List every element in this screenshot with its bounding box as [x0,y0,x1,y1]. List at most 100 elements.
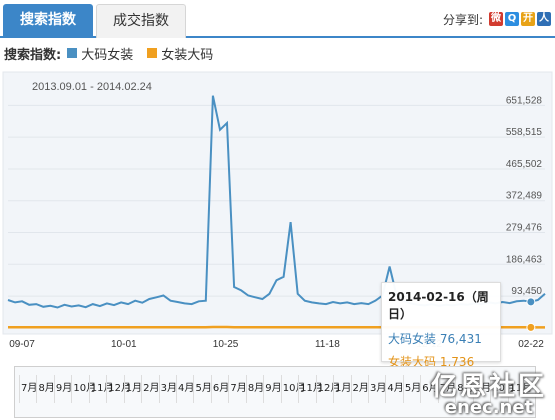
y-tick-label: 558,515 [506,127,543,138]
navigator-month-label: 11月 [300,383,323,394]
x-tick-label: 10-25 [213,339,239,350]
legend-title: 搜索指数: [4,47,62,63]
y-tick-label: 465,502 [506,159,543,170]
navigator-month-label: 8月 [38,383,55,394]
tooltip-row-dama-nvzhuang: 大码女装 76,431 [388,330,494,347]
navigator-divider [123,375,125,403]
renren-icon[interactable]: 人 [537,12,551,26]
navigator-month-label: 11月 [90,383,114,394]
navigator-divider [36,375,38,403]
navigator-divider [228,375,230,403]
navigator-divider [71,375,73,403]
navigator-divider [402,375,404,403]
tab-bar: 搜索指数 成交指数 分享到: 微 Q 开 人 [0,0,555,38]
navigator-month-label: 12月 [108,383,131,394]
navigator-divider [507,375,509,403]
tab-transaction-index[interactable]: 成交指数 [96,4,186,38]
navigator-divider [53,375,55,403]
tooltip-series-value: 1,736 [439,355,475,369]
navigator-month-label: 8月 [247,383,265,394]
navigator-month-label: 5月 [404,383,422,394]
navigator-divider [472,375,474,403]
navigator-divider [245,375,247,403]
legend-label: 大码女装 [81,47,134,63]
tab-search-index[interactable]: 搜索指数 [3,4,93,38]
navigator-divider [367,375,369,403]
navigator-month-label: 7月 [21,383,38,394]
tooltip-series-value: 76,431 [439,332,482,346]
y-tick-label: 651,528 [506,95,543,106]
navigator-month-label: 10月 [282,383,306,394]
navigator-divider [280,375,282,403]
navigator-divider [420,375,422,403]
navigator-month-label: 5月 [195,383,212,394]
chart-tooltip: 2014-02-16（周日） 大码女装 76,431 女装大码 1,736 [381,282,501,369]
share-label: 分享到: [442,12,483,27]
hover-marker-1 [526,322,536,332]
navigator-month-label: 3月 [369,383,387,394]
tooltip-series-label: 大码女装 [388,332,437,346]
navigator-month-label: 6月 [212,383,230,394]
navigator-month-label: 2月 [352,383,369,394]
navigator-month-label: 9月 [474,383,492,394]
navigator-month-label: 7月 [230,383,247,394]
navigator-month-label: 9月 [55,383,73,394]
sina-weibo-icon[interactable]: 微 [489,12,503,26]
y-tick-label: 186,463 [506,254,543,265]
navigator-month-label: 3月 [160,383,177,394]
navigator-month-label: 11月 [509,383,533,394]
navigator-month-label: 2月 [143,383,160,394]
chart-legend: 搜索指数: 大码女装 女装大码 [4,44,227,63]
navigator-month-label: 4月 [387,383,404,394]
navigator-divider [490,375,492,403]
tooltip-date: 2014-02-16（周日） [388,290,489,321]
navigator-divider [210,375,212,403]
watermark-url: enec.net [444,397,534,418]
navigator-month-label: 7月 [439,383,457,394]
navigator-divider [106,375,108,403]
navigator-month-label: 1月 [125,383,143,394]
navigator-divider [315,375,317,403]
navigator-divider [385,375,387,403]
share-bar: 分享到: 微 Q 开 人 [443,10,551,28]
tooltip-row-nvzhuang-dama: 女装大码 1,736 [388,353,494,370]
navigator-month-label: 6月 [422,383,439,394]
navigator-month-label: 4月 [178,383,195,394]
navigator-divider [193,375,195,403]
date-range-label: 2013.09.01 - 2014.02.24 [32,81,152,93]
navigator-month-label: 12月 [317,383,341,394]
x-tick-label: 02-22 [518,339,544,350]
navigator-divider [333,375,335,403]
x-tick-label: 10-01 [111,339,137,350]
legend-swatch-orange [147,48,158,58]
navigator-divider [455,375,457,403]
navigator-month-label: 10月 [73,383,97,394]
date-range-navigator[interactable]: 7月 8月 9月 10月 11月 12月 1月 2月 3月 4月 5月 6月 7月 8月 9月 10月 11月 1… [14,366,536,418]
navigator-divider [158,375,160,403]
navigator-divider [437,375,439,403]
legend-item-dama-nvzhuang[interactable]: 大码女装 [67,44,133,63]
hover-marker-0 [526,297,536,307]
legend-swatch-blue [67,48,78,58]
y-tick-label: 372,489 [506,191,543,202]
navigator-divider [176,375,178,403]
navigator-divider [141,375,143,403]
navigator-month-label: 9月 [265,383,282,394]
legend-item-nvzhuang-dama[interactable]: 女装大码 [147,44,213,63]
navigator-divider [350,375,352,403]
navigator-divider [19,375,20,403]
site-watermark: 亿恩社区 enec.net [431,366,547,418]
navigator-divider [263,375,265,403]
y-tick-label: 279,476 [506,223,543,234]
qzone-icon[interactable]: Q [505,12,519,26]
navigator-divider [298,375,300,403]
tooltip-series-label: 女装大码 [388,355,437,369]
legend-label: 女装大码 [161,47,214,63]
x-tick-label: 09-07 [9,339,35,350]
kaixin-icon[interactable]: 开 [521,12,535,26]
y-tick-label: 93,450 [511,286,542,297]
x-tick-label: 11-18 [315,339,340,350]
navigator-divider [88,375,90,403]
watermark-text: 亿恩社区 [430,372,547,402]
navigator-month-label: 8月 [457,383,474,394]
